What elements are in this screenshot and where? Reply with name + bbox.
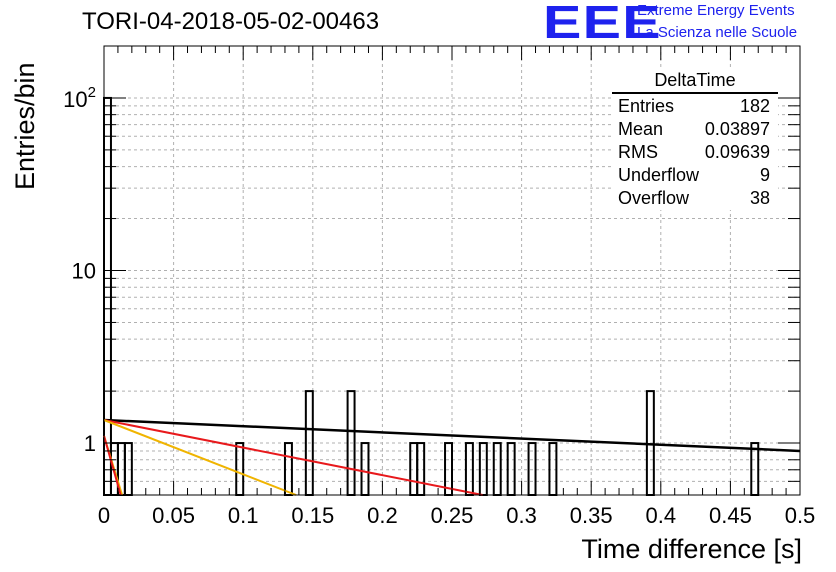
stats-value: 0.09639: [704, 142, 770, 162]
histogram-bar: [103, 96, 112, 497]
stats-row-overflow: Overflow 38: [612, 187, 778, 210]
stats-label: Overflow: [618, 188, 690, 208]
stats-label: Underflow: [618, 165, 700, 185]
chart-title: TORI-04-2018-05-02-00463: [82, 8, 380, 35]
logo-line-2: La Scienza nelle Scuole: [637, 24, 798, 41]
y-tick-label: 1: [84, 431, 96, 456]
axis-ticks: [103, 45, 801, 496]
x-tick-label: 0.5: [785, 503, 816, 528]
x-tick-label: 0.45: [709, 503, 752, 528]
x-tick-label: 0.4: [646, 503, 677, 528]
fit-lines: [103, 418, 801, 496]
x-tick-label: 0.15: [291, 503, 334, 528]
stats-label: Entries: [618, 96, 675, 116]
eee-logo: EEE: [543, 0, 662, 48]
stats-value: 0.03897: [704, 119, 770, 139]
stats-row-underflow: Underflow 9: [612, 164, 778, 187]
y-tick-label: 10: [72, 259, 96, 284]
stats-name: DeltaTime: [612, 70, 778, 94]
stats-row-entries: Entries 182: [612, 95, 778, 118]
x-axis-label: Time difference [s]: [581, 534, 802, 564]
y-axis-label: Entries/bin: [10, 62, 40, 190]
y-tick-label: 102: [63, 84, 96, 112]
stats-box: DeltaTime Entries 182 Mean 0.03897 RMS 0.09…: [612, 70, 778, 210]
fit-line: [103, 419, 483, 496]
x-tick-label: 0.05: [152, 503, 195, 528]
stats-row-rms: RMS 0.09639: [612, 141, 778, 164]
x-tick-label: 0.1: [228, 503, 259, 528]
x-tick-label: 0.25: [431, 503, 474, 528]
fit-line: [103, 419, 297, 496]
stats-value: 38: [749, 188, 770, 208]
x-tick-label: 0.35: [570, 503, 613, 528]
stats-label: Mean: [618, 119, 664, 139]
y-tick-labels: 1 10 102: [63, 84, 96, 456]
x-tick-labels: 0 0.05 0.1 0.15 0.2 0.25 0.3 0.35 0.4 0.45 0.5: [98, 503, 815, 528]
stats-label: RMS: [618, 142, 658, 162]
stats-value: 182: [739, 96, 770, 116]
fit-line: [103, 418, 801, 453]
x-tick-label: 0.3: [506, 503, 537, 528]
x-tick-label: 0: [98, 503, 110, 528]
logo-line-1: Extreme Energy Events: [637, 2, 795, 19]
stats-row-mean: Mean 0.03897: [612, 118, 778, 141]
stats-value: 9: [759, 165, 770, 185]
x-tick-label: 0.2: [367, 503, 398, 528]
fit-line: [103, 435, 122, 496]
